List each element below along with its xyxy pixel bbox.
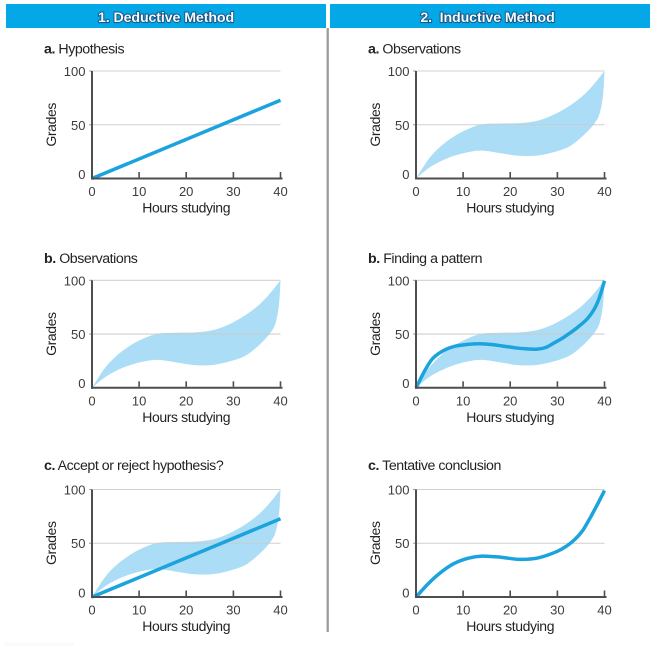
svg-text:10: 10: [456, 184, 470, 199]
svg-text:Hours studying: Hours studying: [142, 618, 230, 634]
svg-text:2. Inductive Method: 2. Inductive Method: [420, 10, 554, 26]
svg-text:30: 30: [550, 603, 564, 618]
svg-text:0: 0: [78, 167, 85, 182]
svg-text:0: 0: [78, 585, 85, 600]
svg-text:10: 10: [132, 603, 146, 618]
svg-text:10: 10: [132, 393, 146, 408]
svg-text:20: 20: [503, 184, 517, 199]
svg-text:30: 30: [226, 603, 240, 618]
svg-text:Hours studying: Hours studying: [142, 409, 230, 425]
svg-text:100: 100: [64, 64, 86, 79]
svg-text:50: 50: [395, 118, 409, 133]
svg-text:0: 0: [78, 376, 85, 391]
svg-text:Grades: Grades: [43, 521, 59, 565]
svg-text:30: 30: [226, 184, 240, 199]
svg-text:c. Accept or reject hypothesis: c. Accept or reject hypothesis?: [44, 458, 224, 474]
svg-text:40: 40: [597, 603, 611, 618]
svg-text:20: 20: [503, 393, 517, 408]
svg-text:0: 0: [402, 167, 409, 182]
svg-text:40: 40: [273, 393, 287, 408]
svg-text:c. Tentative conclusion: c. Tentative conclusion: [368, 458, 501, 474]
svg-text:Grades: Grades: [43, 312, 59, 356]
svg-text:Grades: Grades: [367, 521, 383, 565]
svg-text:40: 40: [597, 393, 611, 408]
svg-text:100: 100: [64, 483, 86, 498]
svg-text:100: 100: [64, 273, 86, 288]
svg-text:Hours studying: Hours studying: [466, 618, 554, 634]
svg-text:0: 0: [412, 393, 419, 408]
svg-text:a. Hypothesis: a. Hypothesis: [44, 42, 124, 58]
svg-text:30: 30: [226, 393, 240, 408]
svg-text:50: 50: [71, 536, 85, 551]
svg-text:40: 40: [273, 184, 287, 199]
svg-text:1. Deductive Method: 1. Deductive Method: [98, 10, 234, 26]
svg-text:20: 20: [179, 603, 193, 618]
svg-text:20: 20: [179, 393, 193, 408]
svg-text:30: 30: [550, 184, 564, 199]
svg-text:b. Observations: b. Observations: [44, 251, 138, 267]
svg-text:10: 10: [456, 393, 470, 408]
svg-text:100: 100: [388, 64, 410, 79]
svg-text:a. Observations: a. Observations: [368, 42, 461, 58]
svg-text:40: 40: [597, 184, 611, 199]
svg-text:Hours studying: Hours studying: [142, 200, 230, 216]
svg-text:0: 0: [88, 184, 95, 199]
svg-text:40: 40: [273, 603, 287, 618]
svg-text:Grades: Grades: [367, 312, 383, 356]
svg-text:0: 0: [402, 376, 409, 391]
svg-text:Hours studying: Hours studying: [466, 200, 554, 216]
svg-text:0: 0: [412, 184, 419, 199]
svg-text:b. Finding a pattern: b. Finding a pattern: [368, 251, 482, 267]
svg-text:10: 10: [456, 603, 470, 618]
svg-text:0: 0: [88, 603, 95, 618]
svg-text:20: 20: [179, 184, 193, 199]
svg-text:50: 50: [395, 327, 409, 342]
svg-text:0: 0: [402, 585, 409, 600]
svg-text:0: 0: [412, 603, 419, 618]
svg-text:50: 50: [395, 536, 409, 551]
svg-text:50: 50: [71, 327, 85, 342]
svg-text:Grades: Grades: [367, 103, 383, 147]
svg-text:30: 30: [550, 393, 564, 408]
svg-text:20: 20: [503, 603, 517, 618]
svg-text:10: 10: [132, 184, 146, 199]
svg-text:Hours studying: Hours studying: [466, 409, 554, 425]
svg-text:Grades: Grades: [43, 103, 59, 147]
svg-text:100: 100: [388, 273, 410, 288]
svg-text:0: 0: [88, 393, 95, 408]
svg-text:50: 50: [71, 118, 85, 133]
svg-text:100: 100: [388, 483, 410, 498]
